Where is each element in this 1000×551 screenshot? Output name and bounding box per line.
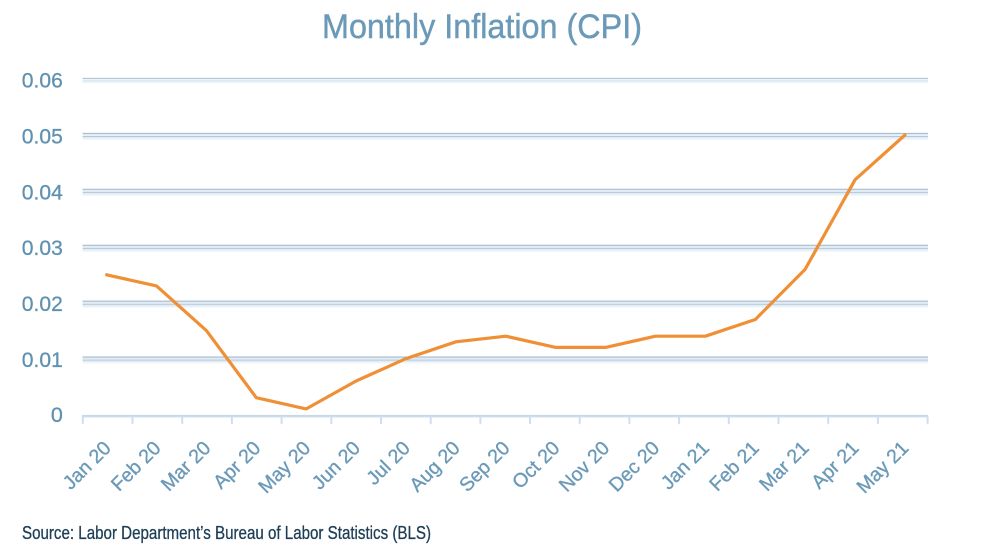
svg-text:0.02: 0.02 [22,292,63,316]
svg-text:Monthly Inflation (CPI): Monthly Inflation (CPI) [322,8,642,46]
svg-text:Source: Labor Department’s Bur: Source: Labor Department’s Bureau of Lab… [22,523,431,543]
svg-text:0.01: 0.01 [22,348,63,372]
svg-text:0: 0 [51,403,63,427]
svg-text:0.05: 0.05 [22,124,63,148]
svg-text:0.04: 0.04 [22,180,63,204]
svg-text:0.06: 0.06 [22,69,63,93]
svg-text:0.03: 0.03 [22,236,63,260]
